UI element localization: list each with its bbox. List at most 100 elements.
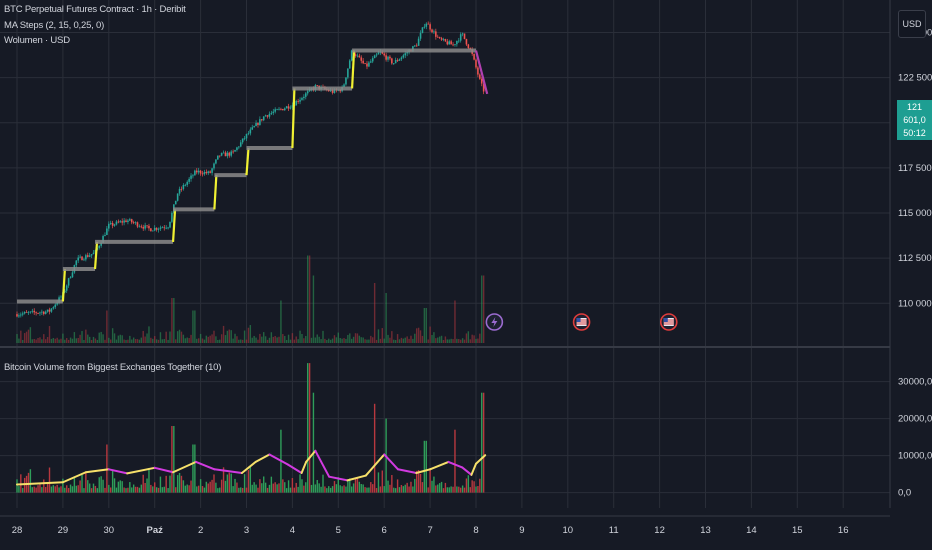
overlay-volume-bar (467, 331, 470, 343)
candle-body (48, 309, 51, 312)
candle-body (264, 115, 267, 117)
overlay-volume-bar (328, 338, 330, 343)
overlay-volume-bar (352, 336, 355, 343)
volume-bar (372, 484, 374, 493)
overlay-volume-bar (456, 338, 458, 343)
volume-bar (410, 481, 412, 493)
volume-bar (48, 467, 51, 493)
candle-body (159, 227, 162, 229)
overlay-volume-bar (41, 339, 43, 343)
candle-body (195, 170, 198, 173)
overlay-volume-bar (335, 337, 338, 343)
overlay-volume-bar (461, 338, 464, 343)
volume-ma-segment (314, 449, 331, 478)
volume-bar (314, 484, 317, 493)
overlay-volume-bar (402, 338, 405, 343)
volume-bar (268, 484, 271, 493)
overlay-volume-bar (329, 339, 332, 343)
overlay-volume-bar (350, 338, 353, 343)
volume-legend[interactable]: Wolumen · USD (4, 35, 70, 46)
volume-bar (23, 477, 26, 493)
volume-bar (425, 440, 427, 493)
overlay-volume-bar (299, 330, 301, 343)
volume-bar (257, 487, 259, 493)
volume-bar (276, 484, 278, 493)
candle-body (247, 133, 250, 135)
candle-body (121, 221, 123, 223)
candle-body (102, 235, 104, 243)
volume-bar (297, 486, 299, 493)
volume-bar (197, 485, 200, 493)
candle-body (239, 142, 242, 147)
candle-body (345, 77, 347, 85)
overlay-volume-bar (48, 326, 51, 343)
candle-body (394, 60, 397, 64)
candle-body (86, 255, 89, 257)
lightning-icon (491, 317, 498, 327)
price-tick-label: 115 000,0 (898, 208, 932, 219)
overlay-volume-bar (287, 334, 290, 343)
overlay-volume-bar (104, 339, 106, 343)
overlay-volume-bar (297, 339, 299, 343)
time-tick-label: Paź (147, 525, 164, 536)
candle-body (297, 101, 299, 102)
volume-bar (316, 479, 318, 493)
volume-bar (92, 483, 95, 493)
volume-bar (251, 484, 253, 493)
overlay-volume-bar (92, 336, 95, 343)
volume-bar (349, 478, 351, 493)
volume-bar (287, 480, 290, 493)
volume-bar (393, 487, 395, 493)
overlay-volume-bar (25, 331, 28, 343)
volume-bar (408, 486, 410, 493)
lower-pane-title[interactable]: Bitcoin Volume from Biggest Exchanges To… (4, 362, 222, 373)
candle-body (29, 311, 32, 313)
volume-bar (343, 485, 345, 493)
volume-bar (150, 484, 152, 493)
ma-steps-legend[interactable]: MA Steps (2, 15, 0,25, 0) (4, 20, 105, 31)
volume-bar (263, 476, 265, 493)
overlay-volume-bar (171, 298, 173, 343)
overlay-volume-bar (117, 335, 120, 343)
volume-bar (337, 477, 339, 493)
overlay-volume-bar (238, 339, 240, 343)
overlay-volume-bar (396, 334, 399, 343)
overlay-volume-bar (452, 339, 454, 343)
overlay-volume-bar (56, 337, 58, 343)
volume-bar (175, 487, 177, 493)
price-tick-label: 117 500,0 (898, 163, 932, 174)
volume-ma-segment (305, 449, 317, 463)
overlay-volume-bar (400, 337, 403, 343)
volume-bar (285, 488, 288, 493)
overlay-volume-bar (243, 330, 246, 343)
overlay-volume-bar (90, 339, 93, 343)
overlay-volume-bar (134, 339, 137, 343)
currency-button[interactable]: USD (898, 10, 926, 38)
candle-body (301, 98, 303, 100)
volume-bar (35, 487, 37, 493)
overlay-volume-bar (27, 329, 30, 343)
candle-body (303, 96, 305, 99)
candle-body (251, 127, 254, 130)
volume-ma-segment (213, 468, 243, 474)
candle-body (370, 61, 372, 63)
candle-body (285, 106, 288, 109)
candle-body (331, 90, 334, 93)
volume-ma-segment (61, 471, 87, 484)
overlay-volume-bar (29, 327, 32, 343)
overlay-volume-bar (450, 338, 452, 343)
candle-body (54, 304, 57, 308)
overlay-volume-bar (201, 338, 204, 343)
volume-bar (201, 486, 204, 493)
volume-bar (136, 486, 139, 493)
candle-body (463, 33, 466, 39)
candle-body (77, 257, 79, 261)
overlay-volume-bar (129, 335, 131, 343)
volume-bar (356, 478, 359, 493)
volume-bar (192, 444, 194, 493)
candle-body (306, 91, 309, 94)
candle-body (142, 227, 145, 229)
time-tick-label: 6 (382, 525, 387, 536)
overlay-volume-bar (159, 332, 162, 343)
overlay-volume-bar (438, 336, 441, 343)
